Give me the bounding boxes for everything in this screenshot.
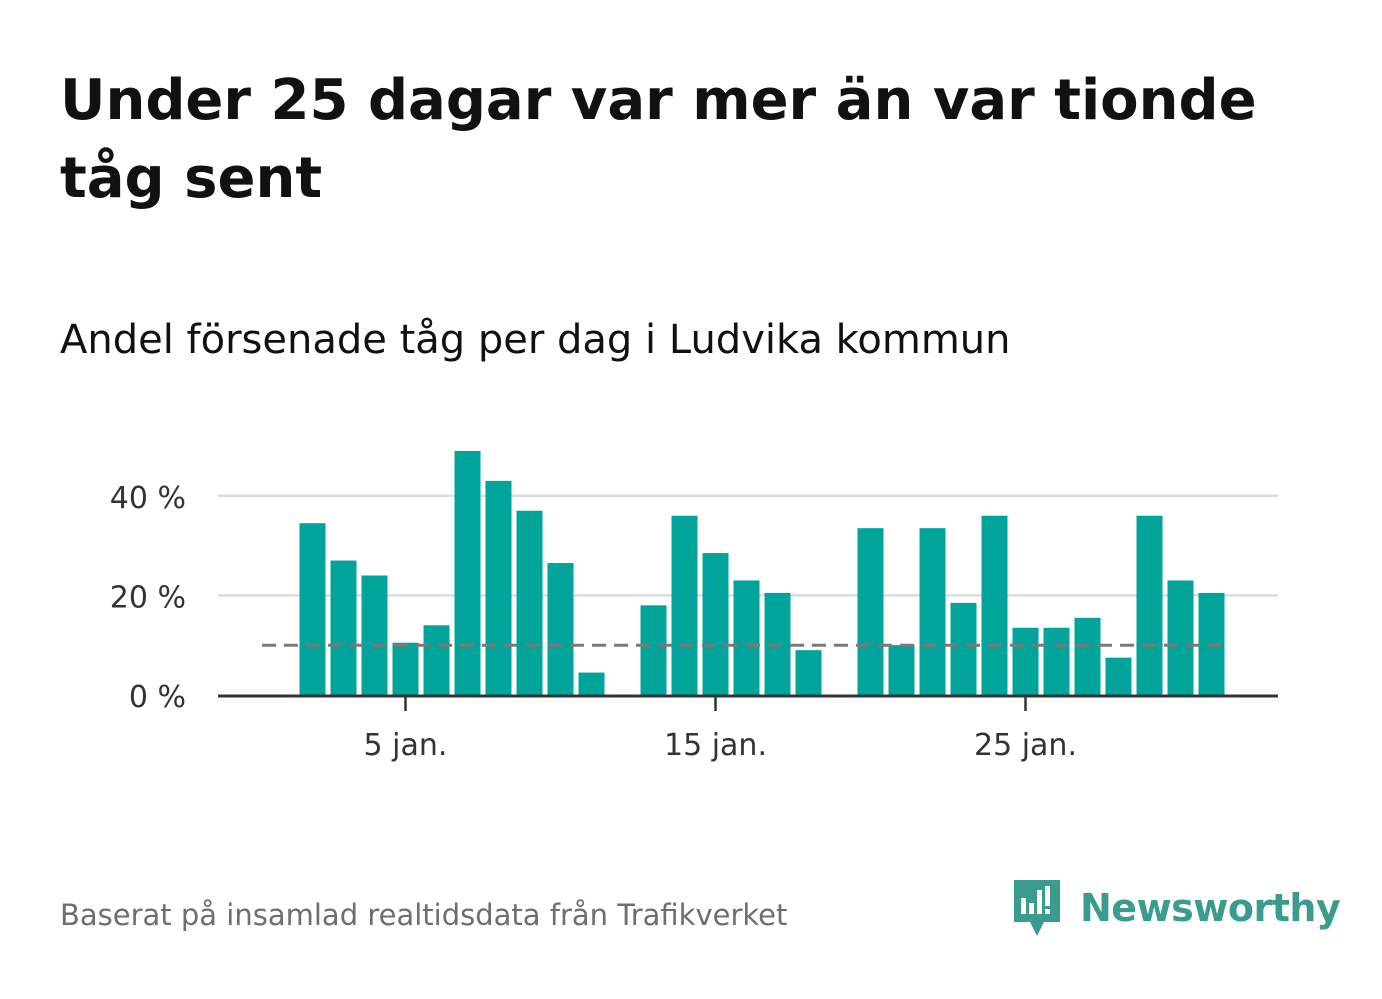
bar bbox=[1012, 627, 1039, 695]
chart-title: Under 25 dagar var mer än var tionde tåg… bbox=[60, 68, 1257, 211]
newsworthy-bar-chart-speech-bubble-icon bbox=[1014, 880, 1060, 936]
source-note: Baserat på insamlad realtidsdata från Tr… bbox=[60, 898, 788, 932]
x-tick-label: 5 jan. bbox=[364, 728, 448, 763]
bar bbox=[547, 563, 574, 695]
bar bbox=[888, 645, 915, 695]
bar bbox=[640, 605, 667, 695]
y-tick-label: 40 % bbox=[110, 481, 186, 516]
bar bbox=[1043, 627, 1070, 695]
bar bbox=[330, 560, 357, 695]
bar bbox=[733, 580, 760, 695]
bar bbox=[516, 510, 543, 695]
logo-text: Newsworthy bbox=[1080, 886, 1341, 930]
bar bbox=[423, 625, 450, 695]
y-tick-label: 0 % bbox=[129, 680, 186, 715]
newsworthy-logo: Newsworthy bbox=[1010, 876, 1341, 940]
bar bbox=[702, 553, 729, 695]
bar bbox=[1105, 657, 1132, 695]
bar bbox=[671, 515, 698, 695]
bar bbox=[578, 672, 605, 695]
bar bbox=[361, 575, 388, 695]
bar bbox=[981, 515, 1008, 695]
y-tick-label: 20 % bbox=[110, 580, 186, 615]
x-tick-label: 15 jan. bbox=[664, 728, 767, 763]
bar bbox=[919, 528, 946, 695]
bar bbox=[795, 650, 822, 695]
bar bbox=[299, 523, 326, 695]
bar bbox=[392, 642, 419, 695]
x-tick-label: 25 jan. bbox=[974, 728, 1077, 763]
bar bbox=[857, 528, 884, 695]
bar bbox=[1167, 580, 1194, 695]
bar bbox=[454, 450, 481, 695]
bar bbox=[950, 602, 977, 695]
bar bbox=[485, 480, 512, 695]
bar bbox=[1136, 515, 1163, 695]
chart-subtitle: Andel försenade tåg per dag i Ludvika ko… bbox=[60, 317, 1011, 363]
bar bbox=[1074, 617, 1101, 695]
bar-chart: 0 % 20 % 40 % 5 jan. 15 jan. 25 jan. bbox=[110, 450, 1278, 763]
